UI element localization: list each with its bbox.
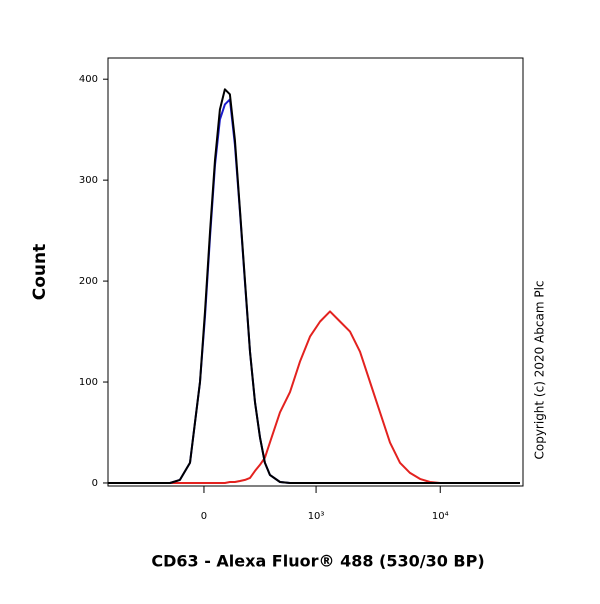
x-tick-label: 10⁴: [432, 511, 449, 522]
plot-frame: [107, 57, 524, 487]
histogram-line: [108, 98, 520, 484]
y-tick-label: 300: [79, 175, 98, 186]
histogram-line: [108, 310, 520, 484]
histogram-line: [108, 88, 520, 484]
y-axis-label: Count: [30, 244, 50, 301]
y-tick-label: 100: [79, 377, 98, 388]
x-axis-label: CD63 - Alexa Fluor® 488 (530/30 BP): [151, 552, 484, 571]
copyright: Copyright (c) 2020 Abcam Plc: [533, 280, 547, 459]
x-tick-label: 0: [201, 511, 207, 522]
y-tick-label: 200: [79, 276, 98, 287]
y-tick-label: 0: [92, 478, 98, 489]
y-tick-label: 400: [79, 74, 98, 85]
x-tick-label: 10³: [308, 511, 325, 522]
